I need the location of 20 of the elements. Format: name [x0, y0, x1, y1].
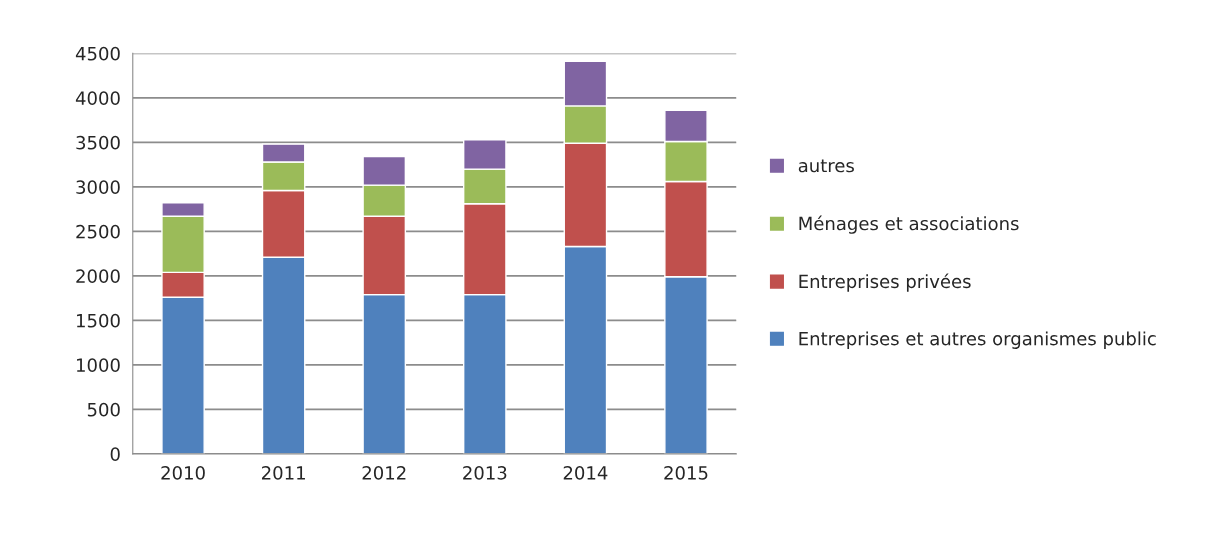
- y-tick-label: 4000: [75, 91, 120, 106]
- y-tick-label: 500: [87, 402, 120, 417]
- y-tick-label: 2000: [76, 269, 120, 284]
- y-tick-label: 4500: [75, 46, 120, 61]
- y-tick-label: 3500: [76, 135, 120, 150]
- legend-label: Entreprises privées: [799, 273, 971, 292]
- x-tick-label: 2012: [362, 466, 406, 480]
- y-tick-label: 1500: [77, 313, 120, 328]
- y-tick-label: 2500: [76, 224, 120, 239]
- x-tick-label: 2015: [664, 466, 708, 480]
- x-tick-label: 2011: [261, 466, 305, 480]
- legend-label: autres: [798, 159, 854, 173]
- y-tick-label: 3000: [76, 180, 120, 195]
- legend-label: Ménages et associations: [799, 215, 1019, 234]
- y-tick-label: 1000: [77, 358, 120, 373]
- x-tick-label: 2010: [161, 466, 205, 480]
- x-tick-label: 2014: [563, 466, 608, 480]
- x-tick-label: 2013: [463, 466, 507, 480]
- y-tick-label: 0: [110, 447, 120, 462]
- legend-label: Entreprises et autres organismes public: [799, 331, 1156, 349]
